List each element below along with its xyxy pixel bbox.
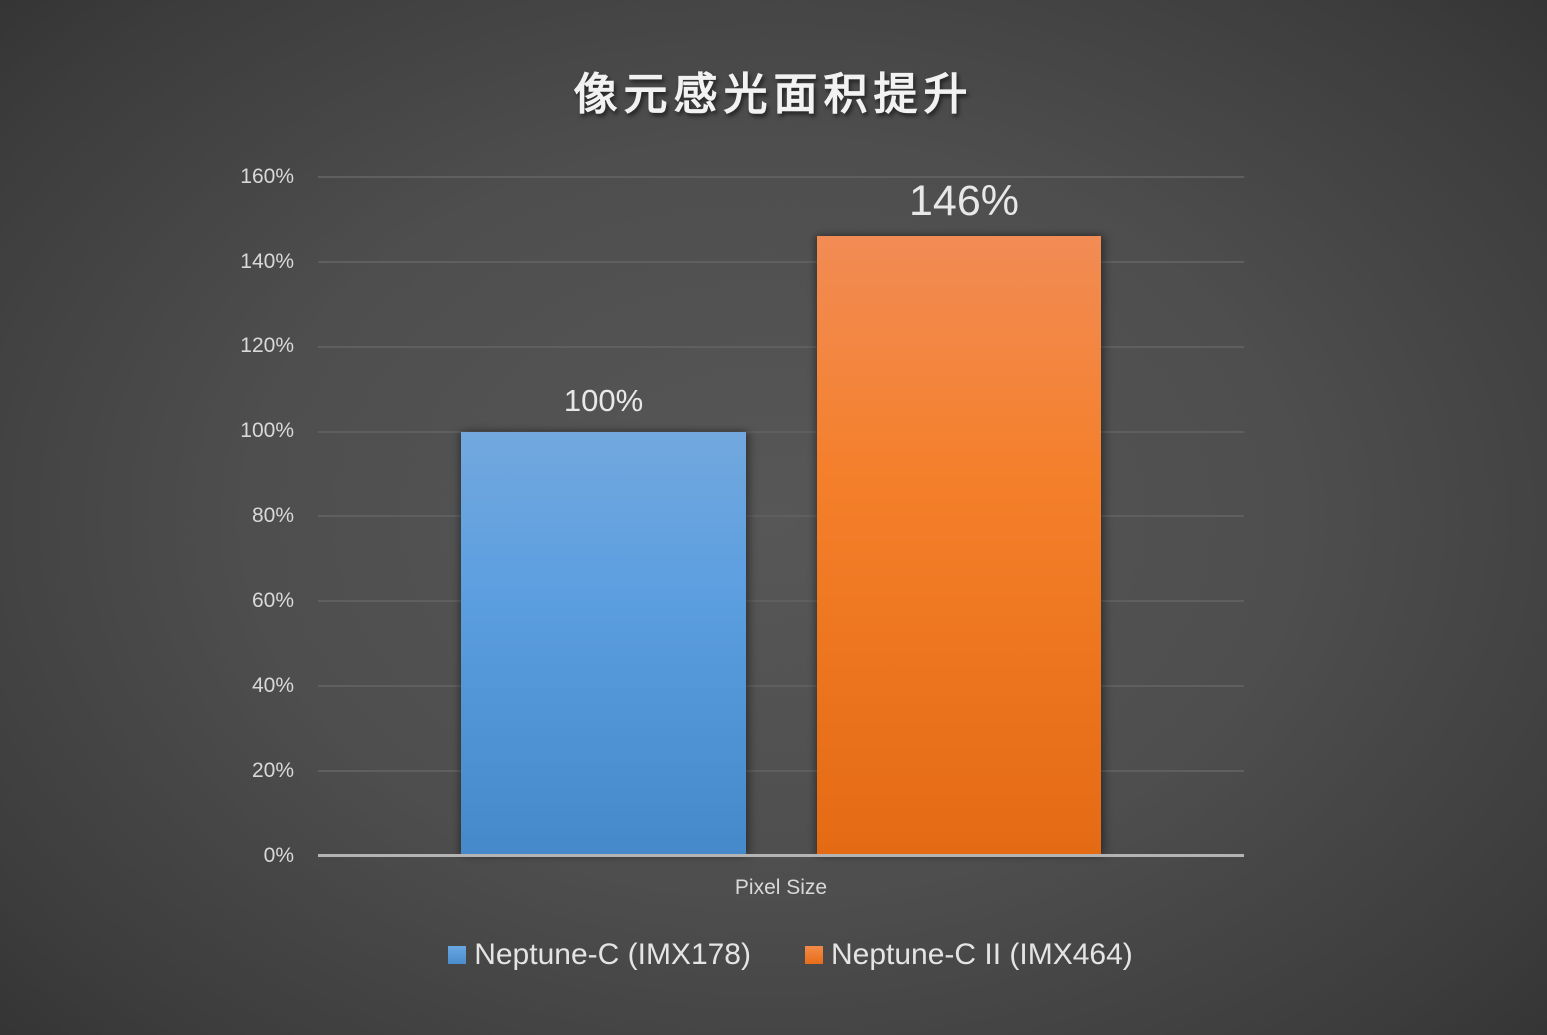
data-label-bar-2: 146%	[909, 177, 1019, 225]
gridline	[318, 515, 1244, 517]
legend-label: Neptune-C (IMX178)	[474, 938, 751, 971]
legend-swatch-orange	[805, 946, 823, 964]
legend-label: Neptune-C II (IMX464)	[831, 938, 1133, 971]
y-tick-label: 80%	[251, 504, 294, 527]
legend-item-neptune-c-ii: Neptune-C II (IMX464)	[805, 938, 1133, 972]
gridline	[318, 685, 1244, 687]
gridline	[318, 770, 1244, 772]
x-axis-category-label: Pixel Size	[734, 876, 828, 899]
gridline	[318, 431, 1244, 433]
y-tick-label: 100%	[240, 419, 294, 442]
bar-neptune-c-ii-imx464	[817, 236, 1101, 855]
plot-area: 100% 146%	[318, 176, 1244, 857]
legend-swatch-blue	[448, 946, 467, 964]
y-tick-label: 120%	[240, 334, 294, 357]
bar-neptune-c-imx178	[461, 432, 746, 855]
data-label-bar-1: 100%	[563, 383, 644, 418]
y-tick-label: 160%	[240, 165, 294, 188]
x-axis-baseline	[318, 854, 1244, 857]
y-tick-label: 20%	[251, 759, 294, 782]
gridline	[318, 176, 1244, 178]
y-tick-label: 60%	[251, 589, 294, 612]
y-tick-label: 140%	[240, 250, 294, 273]
legend: Neptune-C (IMX178) Neptune-C II (IMX464)	[0, 938, 1547, 972]
chart-title: 像元感光面积提升	[573, 69, 974, 120]
gridline	[318, 261, 1244, 263]
legend-item-neptune-c: Neptune-C (IMX178)	[448, 938, 751, 972]
gridline	[318, 600, 1244, 602]
y-tick-label: 40%	[251, 674, 294, 697]
gridline	[318, 346, 1244, 348]
y-tick-label: 0%	[263, 844, 294, 867]
